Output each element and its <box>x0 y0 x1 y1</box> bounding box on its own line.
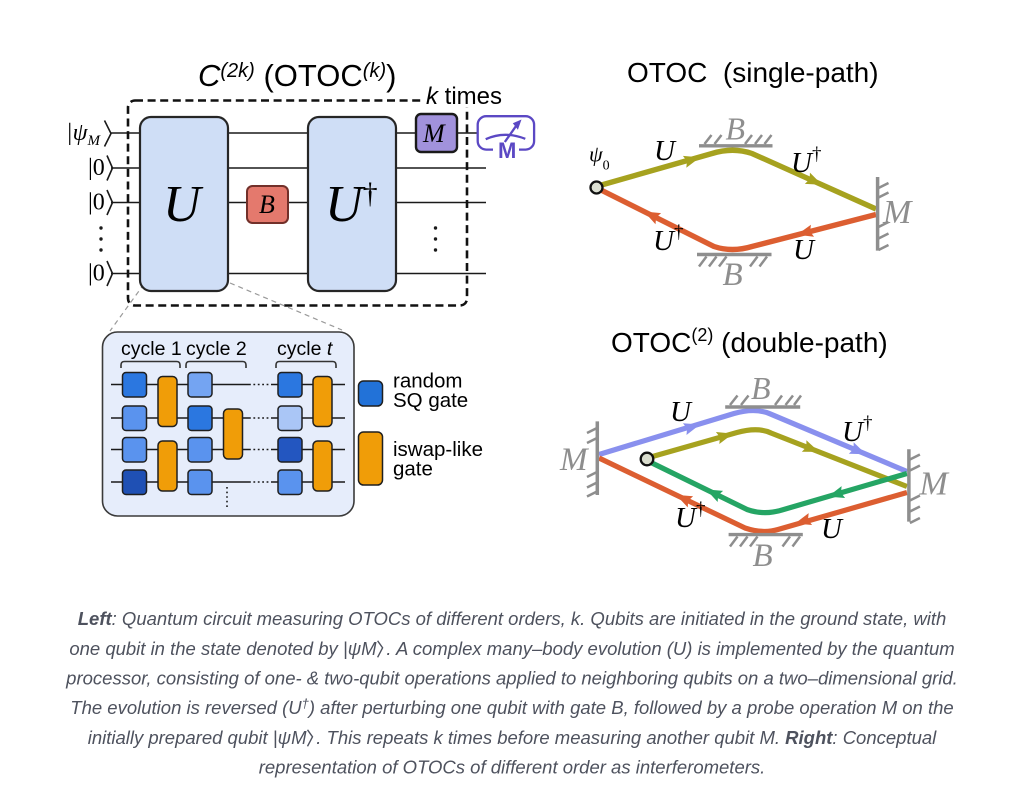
svg-text:M: M <box>919 466 950 503</box>
svg-text:U: U <box>793 234 816 266</box>
svg-text:U: U <box>821 513 844 545</box>
svg-text:random: random <box>393 370 463 393</box>
svg-text:|0: |0 <box>88 261 105 287</box>
svg-text:M: M <box>498 138 516 163</box>
svg-text:M: M <box>559 442 589 478</box>
svg-text:processor, consisting of one-: processor, consisting of one- & two-qubi… <box>65 667 958 688</box>
svg-text:OTOC(2) (double-path): OTOC(2) (double-path) <box>611 325 888 358</box>
svg-text:OTOC (single-path): OTOC (single-path) <box>627 57 879 88</box>
svg-text:B: B <box>723 257 743 293</box>
svg-text:U: U <box>670 396 693 428</box>
svg-text:|0: |0 <box>88 155 105 181</box>
svg-text:cycle 2: cycle 2 <box>186 338 247 360</box>
svg-text:M: M <box>422 119 446 148</box>
svg-text:Left: Quantum circuit measurin: Left: Quantum circuit measuring OTOCs of… <box>78 608 947 629</box>
svg-text:C(2k) (OTOC(k)): C(2k) (OTOC(k)) <box>198 58 396 93</box>
svg-text:initially prepared qubit |ψM: initially prepared qubit |ψM . This repe… <box>88 727 937 748</box>
svg-text:U: U <box>654 135 677 167</box>
svg-text:U†: U† <box>653 222 683 257</box>
svg-text:U†: U† <box>791 144 821 179</box>
svg-text:The evolution is reversed (U†): The evolution is reversed (U†) after per… <box>70 696 953 718</box>
svg-text:cycle t: cycle t <box>277 338 334 360</box>
svg-text:SQ gate: SQ gate <box>393 389 468 412</box>
svg-text:one qubit in the state denoted: one qubit in the state denoted by |ψM . … <box>69 638 954 659</box>
svg-text:|ψM: |ψM <box>66 120 102 149</box>
svg-text:U: U <box>163 176 204 233</box>
svg-text:iswap-like: iswap-like <box>393 438 483 461</box>
svg-text:B: B <box>753 538 773 574</box>
svg-text:k times: k times <box>426 83 502 110</box>
svg-text:B: B <box>751 370 771 406</box>
svg-text:M: M <box>882 194 913 231</box>
svg-text:ψ0: ψ0 <box>589 142 610 174</box>
svg-text:B: B <box>259 190 275 219</box>
svg-text:cycle 1: cycle 1 <box>121 338 182 360</box>
svg-text:|0: |0 <box>88 190 105 216</box>
svg-text:U†: U† <box>675 499 705 534</box>
svg-text:representation of OTOCs of dif: representation of OTOCs of different ord… <box>259 757 766 778</box>
svg-text:U†: U† <box>842 413 872 448</box>
svg-text:B: B <box>726 111 746 147</box>
svg-text:gate: gate <box>393 458 433 481</box>
